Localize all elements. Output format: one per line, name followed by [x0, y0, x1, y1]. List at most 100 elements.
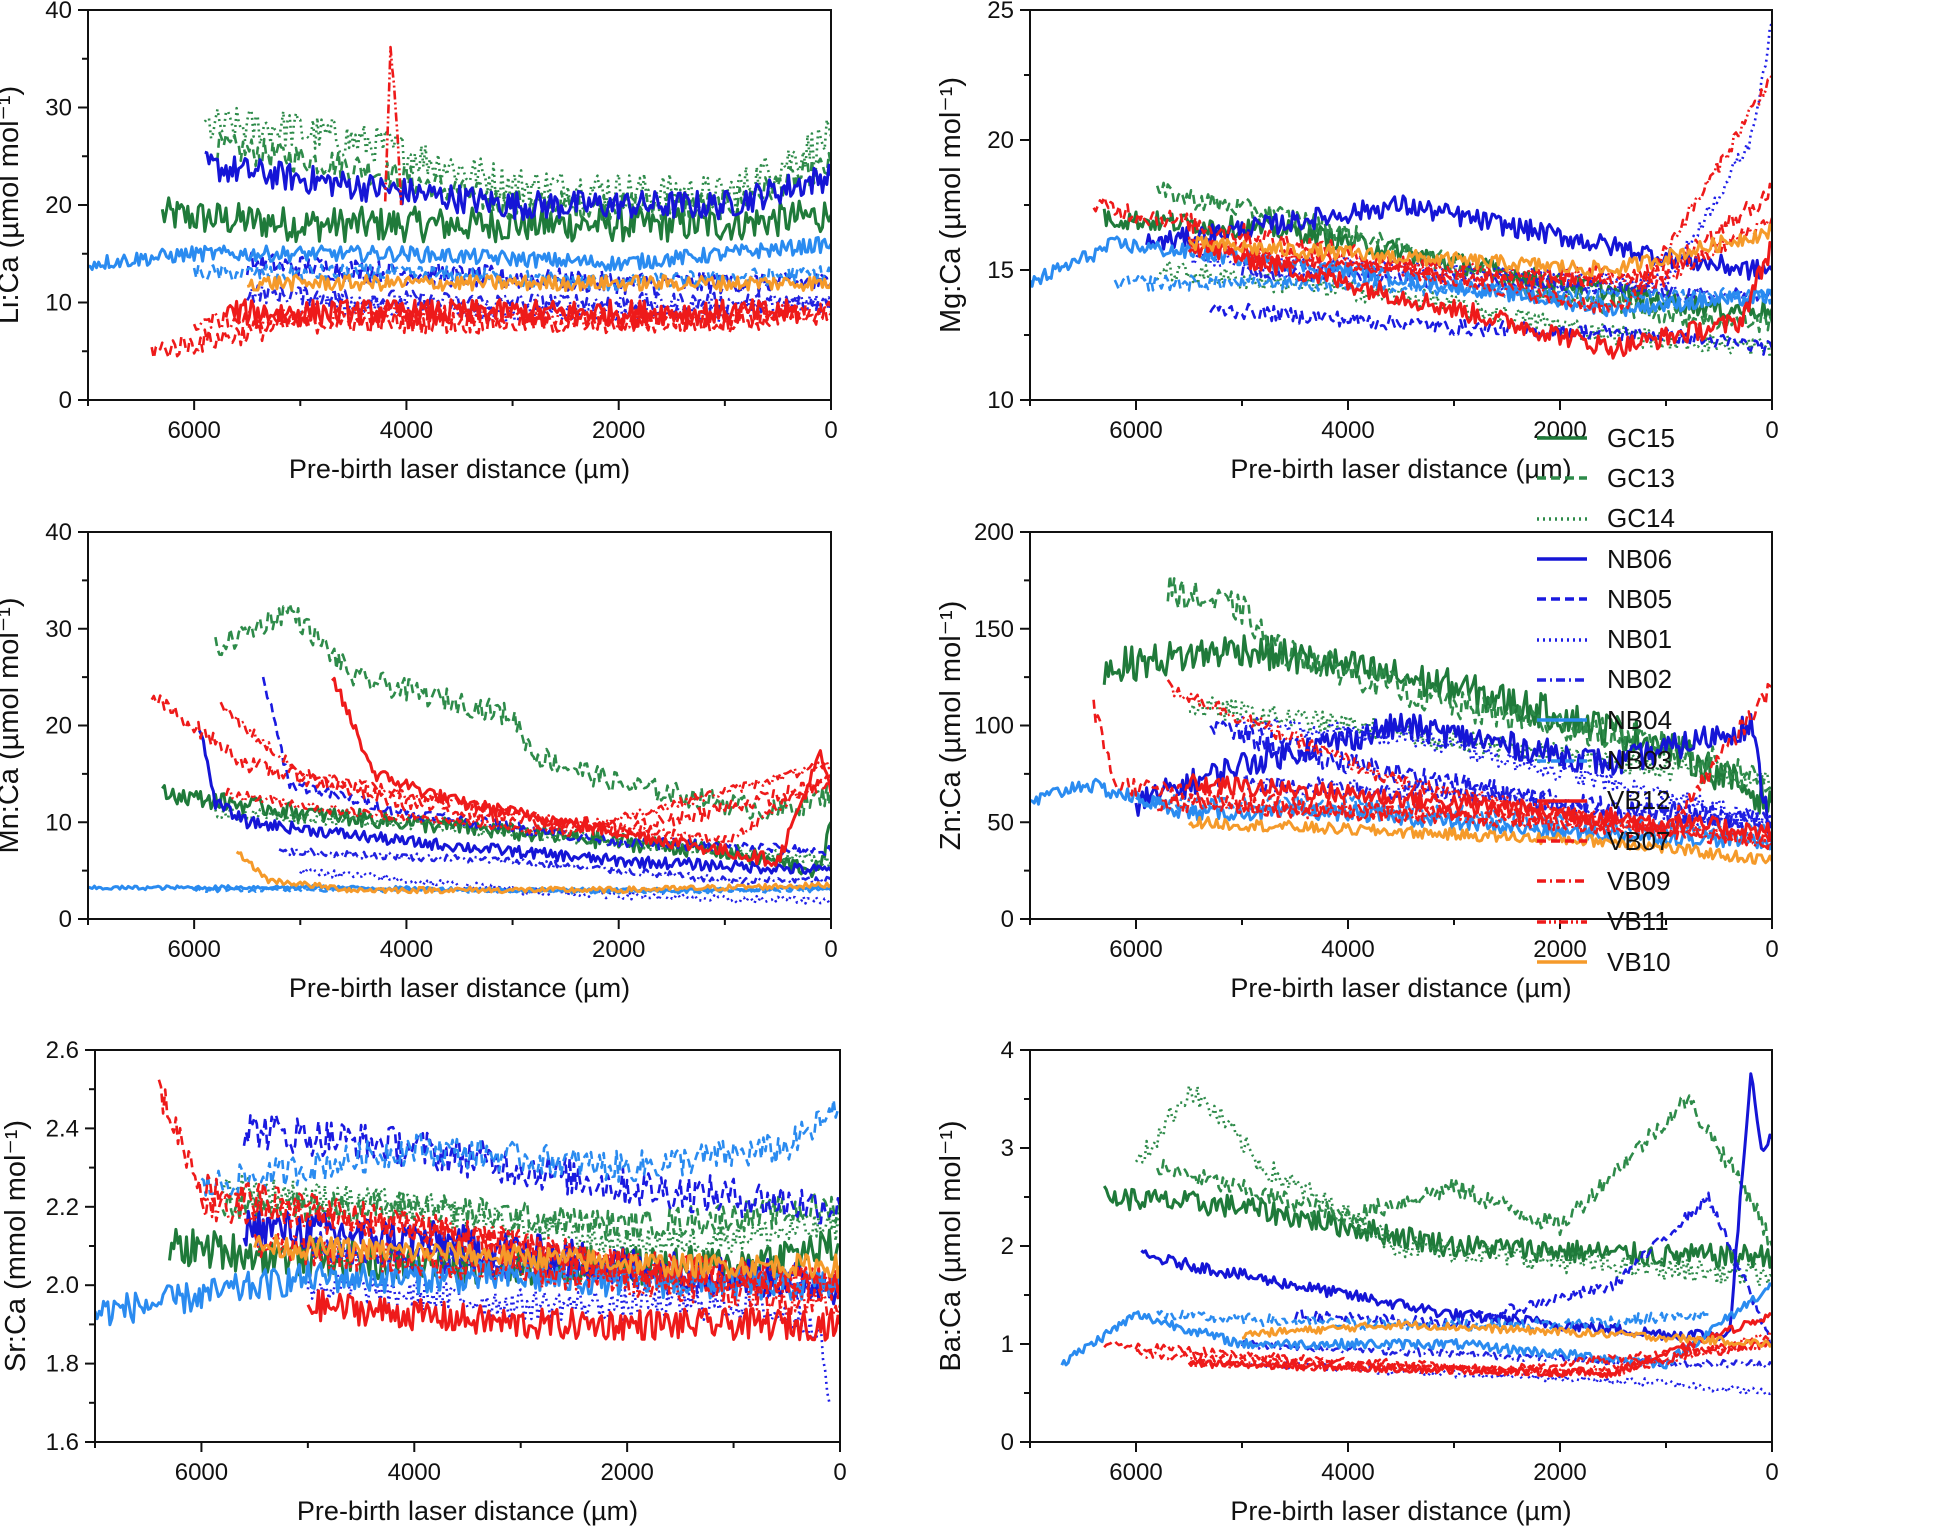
series-line-vb12 [331, 676, 831, 867]
series-line-nb04 [1030, 235, 1772, 318]
legend-label: GC13 [1607, 462, 1675, 493]
series-line-gc14 [1156, 259, 1772, 360]
y-tick-label: 30 [45, 95, 72, 122]
legend-swatch [1537, 718, 1587, 722]
legend-label: NB04 [1607, 704, 1673, 735]
legend-label: NB03 [1607, 745, 1673, 776]
series-line-gc13 [214, 602, 831, 821]
x-tick-label: 4000 [1321, 1459, 1374, 1486]
series-line-vb12 [1187, 239, 1772, 360]
legend-swatch [1537, 436, 1587, 440]
legend-item-nb03: NB03 [1535, 740, 1935, 780]
y-tick-label: 20 [45, 713, 72, 740]
y-tick-label: 1.6 [46, 1429, 79, 1456]
series-line-vb10 [1187, 815, 1772, 865]
legend-label: NB02 [1607, 664, 1673, 695]
series-line-nb02 [1240, 1339, 1772, 1369]
y-tick-label: 1 [1001, 1331, 1014, 1358]
series-group [1030, 22, 1772, 360]
legend-item-vb07: VB07 [1535, 821, 1935, 861]
series-line-nb05 [242, 1113, 840, 1225]
series-line-nb06 [198, 729, 831, 875]
y-axis-label: Li:Ca (µmol mol⁻¹) [0, 86, 25, 324]
legend-item-vb09: VB09 [1535, 861, 1935, 901]
series-line-gc15 [161, 784, 831, 879]
series-line-nb06 [1140, 1072, 1772, 1342]
y-tick-label: 2.6 [46, 1037, 79, 1064]
series-group [88, 45, 831, 360]
legend-item-vb10: VB10 [1535, 942, 1935, 982]
series-group [1060, 1072, 1772, 1396]
legend-label: VB10 [1607, 946, 1671, 977]
series-line-vb12 [1187, 1312, 1772, 1379]
y-axis-label: Zn:Ca (µmol mol⁻¹) [935, 601, 967, 851]
y-axis-label: Mg:Ca (µmol mol⁻¹) [935, 77, 967, 333]
series-line-nb06 [1134, 712, 1772, 843]
y-tick-label: 10 [45, 809, 72, 836]
series-line-vb10 [1187, 223, 1772, 278]
y-tick-label: 10 [987, 387, 1014, 414]
legend-label: GC14 [1607, 503, 1675, 534]
y-tick-label: 100 [974, 713, 1014, 740]
legend-swatch [1537, 516, 1587, 521]
series-line-vb11 [1166, 679, 1772, 851]
series-line-vb09 [192, 302, 831, 333]
y-tick-label: 4 [1001, 1037, 1014, 1064]
series-line-gc15 [1102, 1185, 1772, 1269]
x-tick-label: 6000 [175, 1459, 228, 1486]
series-line-nb03 [200, 1098, 840, 1197]
y-tick-label: 2.2 [46, 1194, 79, 1221]
legend-swatch [1537, 960, 1587, 964]
legend-swatch [1537, 476, 1587, 481]
series-line-vb09 [1156, 794, 1772, 848]
y-axis-label: Ba:Ca (µmol mol⁻¹) [935, 1120, 967, 1371]
legend-label: VB07 [1607, 825, 1671, 856]
y-tick-label: 2.0 [46, 1272, 79, 1299]
legend-swatch [1537, 637, 1587, 642]
series-group [1030, 574, 1772, 865]
x-tick-label: 4000 [380, 417, 433, 444]
series-line-gc15 [160, 196, 831, 244]
legend-swatch [1537, 919, 1587, 924]
x-tick-label: 0 [824, 936, 837, 963]
series-line-vb11 [383, 45, 403, 206]
y-tick-label: 0 [1001, 1429, 1014, 1456]
y-axis-label: Sr:Ca (mmol mol⁻¹) [0, 1120, 32, 1372]
y-tick-label: 150 [974, 616, 1014, 643]
x-tick-label: 2000 [1533, 1459, 1586, 1486]
panel-mn-ca: 6000 4000 2000 0 0 10 20 30 40 Pre-birth laser di… [0, 519, 838, 1003]
series-line-gc14 [221, 1174, 840, 1262]
x-axis-label: Pre-birth laser distance (µm) [289, 454, 630, 484]
x-axis-label: Pre-birth laser distance (µm) [1230, 454, 1571, 484]
series-line-nb02 [278, 847, 831, 886]
legend-swatch [1537, 597, 1587, 602]
x-tick-label: 6000 [1109, 417, 1162, 444]
legend-label: VB09 [1607, 865, 1671, 896]
series-line-vb10 [246, 273, 831, 293]
x-tick-label: 6000 [1109, 936, 1162, 963]
y-tick-label: 3 [1001, 1135, 1014, 1162]
legend-label: VB11 [1607, 906, 1669, 937]
series-line-vb07 [150, 694, 831, 841]
series-line-nb03 [1156, 1308, 1709, 1332]
series-line-vb10 [1241, 1319, 1772, 1348]
y-tick-label: 1.8 [46, 1351, 79, 1378]
x-tick-label: 0 [1765, 1459, 1778, 1486]
series-line-nb05 [1293, 1191, 1772, 1346]
y-tick-label: 15 [987, 257, 1014, 284]
series-line-vb12 [306, 1289, 840, 1342]
series-line-gc13 [1155, 1094, 1772, 1247]
series-line-vb07 [150, 300, 831, 360]
series-line-nb06 [204, 150, 831, 221]
legend-item-nb02: NB02 [1535, 660, 1935, 700]
y-tick-label: 40 [45, 519, 72, 546]
legend-item-gc14: GC14 [1535, 499, 1935, 539]
x-tick-label: 4000 [380, 936, 433, 963]
legend-label: NB05 [1607, 583, 1673, 614]
y-tick-label: 2 [1001, 1233, 1014, 1260]
x-tick-label: 2000 [1533, 936, 1586, 963]
series-line-nb01 [1187, 22, 1772, 292]
x-tick-label: 6000 [167, 936, 220, 963]
x-axis-label: Pre-birth laser distance (µm) [1230, 1496, 1571, 1526]
